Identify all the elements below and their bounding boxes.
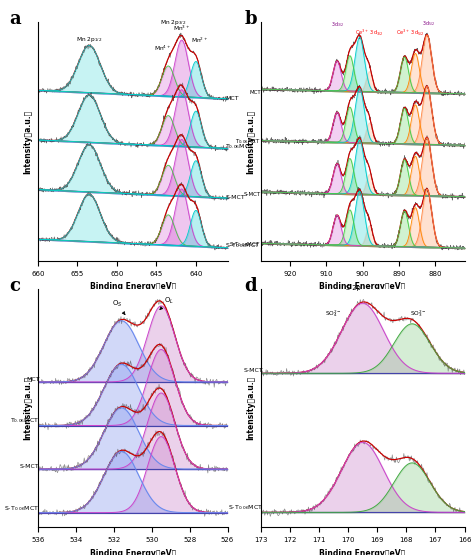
Text: d: d bbox=[245, 277, 257, 295]
Text: S 2p: S 2p bbox=[346, 285, 361, 291]
Text: Ce$^{3+}$ 3d$_{3/2}$: Ce$^{3+}$ 3d$_{3/2}$ bbox=[356, 28, 384, 37]
Text: b: b bbox=[245, 11, 257, 28]
Text: S-MCT: S-MCT bbox=[225, 195, 245, 200]
Text: 3d$_{3/2}$: 3d$_{3/2}$ bbox=[331, 21, 344, 29]
Text: S-T$_{0.06}$MCT: S-T$_{0.06}$MCT bbox=[225, 241, 261, 250]
Text: SO$_4^{2-}$: SO$_4^{2-}$ bbox=[325, 308, 342, 319]
Text: Mn 2p$_{3/2}$: Mn 2p$_{3/2}$ bbox=[160, 18, 186, 27]
Y-axis label: Intensity（a.u.）: Intensity（a.u.） bbox=[246, 376, 255, 440]
X-axis label: Binding Energy（eV）: Binding Energy（eV） bbox=[319, 282, 406, 291]
Text: S-MCT: S-MCT bbox=[20, 464, 40, 469]
Y-axis label: Intensity（a.u.）: Intensity（a.u.） bbox=[23, 376, 32, 440]
Text: O$_S$: O$_S$ bbox=[112, 299, 125, 315]
X-axis label: Binding Energy（eV）: Binding Energy（eV） bbox=[90, 548, 176, 555]
Text: SO$_3^{2-}$: SO$_3^{2-}$ bbox=[410, 308, 426, 319]
X-axis label: Binding Energy（eV）: Binding Energy（eV） bbox=[90, 282, 176, 291]
Text: c: c bbox=[9, 277, 20, 295]
Text: T$_{0.06}$MCT: T$_{0.06}$MCT bbox=[10, 417, 40, 426]
Text: Ce$^{3+}$ 3d$_{5/2}$: Ce$^{3+}$ 3d$_{5/2}$ bbox=[396, 28, 424, 37]
Text: Mn$^{2+}$: Mn$^{2+}$ bbox=[191, 36, 209, 46]
Text: S-T$_{0.06}$MCT: S-T$_{0.06}$MCT bbox=[4, 504, 40, 513]
Text: S-T$_{0.06}$MCT: S-T$_{0.06}$MCT bbox=[229, 240, 261, 249]
Text: MCT: MCT bbox=[225, 96, 239, 101]
Text: a: a bbox=[9, 11, 21, 28]
Text: Ce$^{4+}$ 3d$_{3/2}$: Ce$^{4+}$ 3d$_{3/2}$ bbox=[0, 554, 1, 555]
Text: Mn 2p$_{1/2}$: Mn 2p$_{1/2}$ bbox=[76, 36, 102, 44]
Text: Mn$^{4+}$: Mn$^{4+}$ bbox=[154, 43, 172, 53]
Text: MCT: MCT bbox=[249, 89, 261, 94]
Text: S-MCT: S-MCT bbox=[244, 368, 264, 373]
Text: O$_L$: O$_L$ bbox=[160, 296, 174, 310]
Text: T$_{0.06}$MCT: T$_{0.06}$MCT bbox=[225, 142, 255, 150]
Text: 3d$_{5/2}$: 3d$_{5/2}$ bbox=[422, 20, 435, 28]
X-axis label: Binding Energy（eV）: Binding Energy（eV） bbox=[319, 548, 406, 555]
Y-axis label: Intensity（a.u.）: Intensity（a.u.） bbox=[23, 109, 32, 174]
Text: S-MCT: S-MCT bbox=[244, 193, 261, 198]
Text: S-T$_{0.06}$MCT: S-T$_{0.06}$MCT bbox=[228, 503, 264, 512]
Text: Mn$^{3+}$: Mn$^{3+}$ bbox=[173, 23, 191, 33]
Y-axis label: Intensity（a.u.）: Intensity（a.u.） bbox=[246, 109, 255, 174]
Text: T$_{0.06}$MCT: T$_{0.06}$MCT bbox=[235, 137, 261, 146]
Text: Ce$^{4+}$ 3d$_{5/2}$: Ce$^{4+}$ 3d$_{5/2}$ bbox=[0, 554, 1, 555]
Text: MCT: MCT bbox=[26, 377, 40, 382]
